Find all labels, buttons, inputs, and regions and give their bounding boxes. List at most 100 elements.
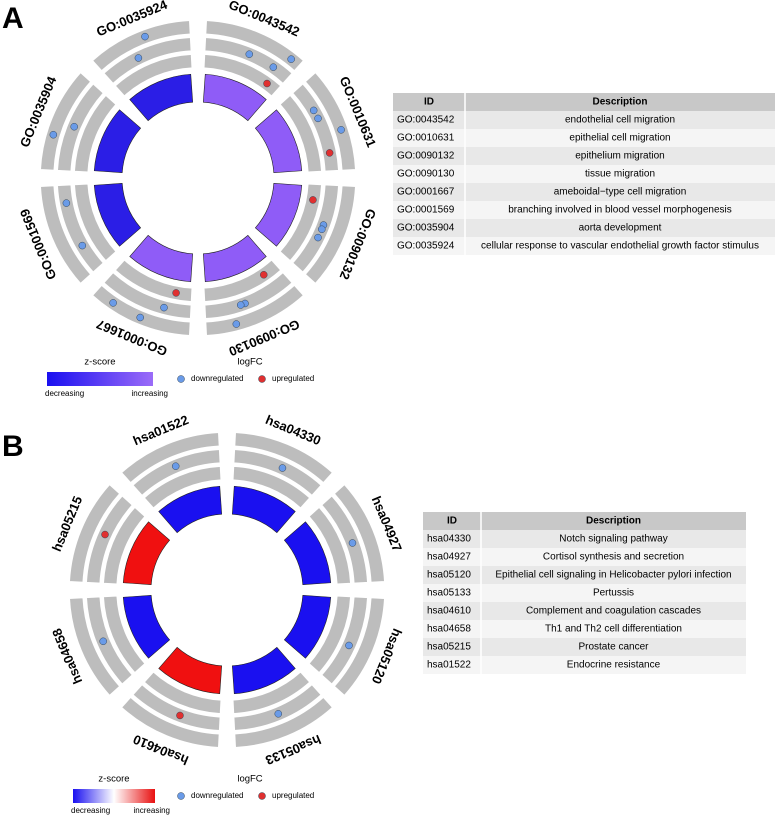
dot-down xyxy=(274,710,283,718)
table-cell: GO:0010631 xyxy=(397,133,455,144)
table-cell: GO:0043542 xyxy=(397,115,455,126)
track xyxy=(202,53,283,98)
table-cell: hsa05215 xyxy=(427,642,471,653)
zscore-bar xyxy=(93,109,142,174)
track xyxy=(307,505,352,586)
track xyxy=(73,182,118,263)
table-cell: hsa04658 xyxy=(427,624,471,635)
table-cell: hsa01522 xyxy=(427,660,471,671)
dot-down xyxy=(309,106,318,115)
table-cell: Endocrine resistance xyxy=(567,660,661,671)
dot-down xyxy=(314,114,322,123)
zscore-bar xyxy=(254,182,303,247)
table-row xyxy=(423,602,746,620)
track xyxy=(231,670,312,715)
legend-title: z-score xyxy=(98,774,129,785)
legend-dot-down xyxy=(177,792,185,800)
legend-up: upregulated xyxy=(272,374,314,383)
track xyxy=(68,596,122,697)
table-cell: Epithelial cell signaling in Helicobacte… xyxy=(495,570,731,581)
table-row xyxy=(393,165,775,183)
table-row xyxy=(423,548,746,566)
track xyxy=(320,494,369,585)
zscore-bar xyxy=(283,521,332,586)
zscore-bar xyxy=(122,594,171,659)
table-row xyxy=(423,656,746,674)
zscore-bar xyxy=(283,594,332,659)
dot-down xyxy=(70,122,78,131)
table-cell: Notch signaling pathway xyxy=(559,534,667,545)
legend-dot-down xyxy=(177,375,185,383)
table-header-cell: Description xyxy=(586,516,641,527)
table-cell: GO:0035924 xyxy=(397,241,455,252)
legend-title: logFC xyxy=(237,774,262,785)
dot-up xyxy=(172,289,180,297)
track xyxy=(307,594,352,675)
legend-high: increasing xyxy=(132,389,168,398)
legend-down: downregulated xyxy=(191,791,243,800)
track xyxy=(204,283,305,337)
track xyxy=(231,465,312,510)
zscore-bar xyxy=(202,234,267,283)
dot-up xyxy=(176,711,184,720)
track xyxy=(203,271,294,320)
table-row xyxy=(393,147,775,165)
dot-down xyxy=(345,641,353,650)
dot-down xyxy=(232,320,241,328)
track xyxy=(303,71,357,172)
table-header-cell: ID xyxy=(447,516,457,527)
track xyxy=(73,93,118,174)
dot-down xyxy=(134,54,143,62)
track xyxy=(232,683,323,732)
table-row xyxy=(393,219,775,237)
table-cell: ameboidal−type cell migration xyxy=(554,187,687,198)
table-cell: hsa05120 xyxy=(427,570,471,581)
dot-down xyxy=(245,50,254,58)
legend-down: downregulated xyxy=(191,374,243,383)
table-cell: tissue migration xyxy=(585,169,655,180)
table-cell: GO:0035904 xyxy=(397,223,455,234)
table-cell: epithelium migration xyxy=(575,151,665,162)
track xyxy=(233,431,334,485)
legend-low: decreasing xyxy=(45,389,84,398)
track xyxy=(39,71,93,172)
table-cell: Th1 and Th2 cell differentiation xyxy=(545,624,682,635)
track xyxy=(56,82,105,173)
zscore-bar xyxy=(202,73,267,122)
track xyxy=(303,184,357,285)
dot-up xyxy=(101,530,109,539)
legend-title: z-score xyxy=(84,357,115,368)
dot-down xyxy=(171,462,180,470)
track xyxy=(120,695,221,749)
zscore-bar xyxy=(158,485,223,534)
track xyxy=(102,505,147,586)
track xyxy=(320,595,369,686)
dot-down xyxy=(49,130,58,139)
track xyxy=(39,184,93,285)
track xyxy=(91,19,192,73)
table-cell: Complement and coagulation cascades xyxy=(526,606,701,617)
table-cell: epithelial cell migration xyxy=(569,133,670,144)
table-header xyxy=(423,512,746,530)
table-row xyxy=(393,237,775,255)
table-row xyxy=(393,201,775,219)
dot-down xyxy=(99,637,107,646)
track xyxy=(102,36,193,85)
legend-up: upregulated xyxy=(272,791,314,800)
table-row xyxy=(423,566,746,584)
legend-dot-up xyxy=(258,792,266,800)
table-cell: GO:0090132 xyxy=(397,151,455,162)
table-row xyxy=(423,530,746,548)
legend-title: logFC xyxy=(237,357,262,368)
track xyxy=(56,183,105,274)
table-cell: hsa04927 xyxy=(427,552,471,563)
track xyxy=(120,431,221,485)
dot-down xyxy=(314,233,322,242)
zscore-bar xyxy=(129,73,194,122)
table-row xyxy=(393,129,775,147)
zscore-bar xyxy=(122,521,171,586)
table-cell: Cortisol synthesis and secretion xyxy=(543,552,684,563)
table-row xyxy=(393,183,775,201)
table-cell: cellular response to vascular endothelia… xyxy=(481,241,759,252)
